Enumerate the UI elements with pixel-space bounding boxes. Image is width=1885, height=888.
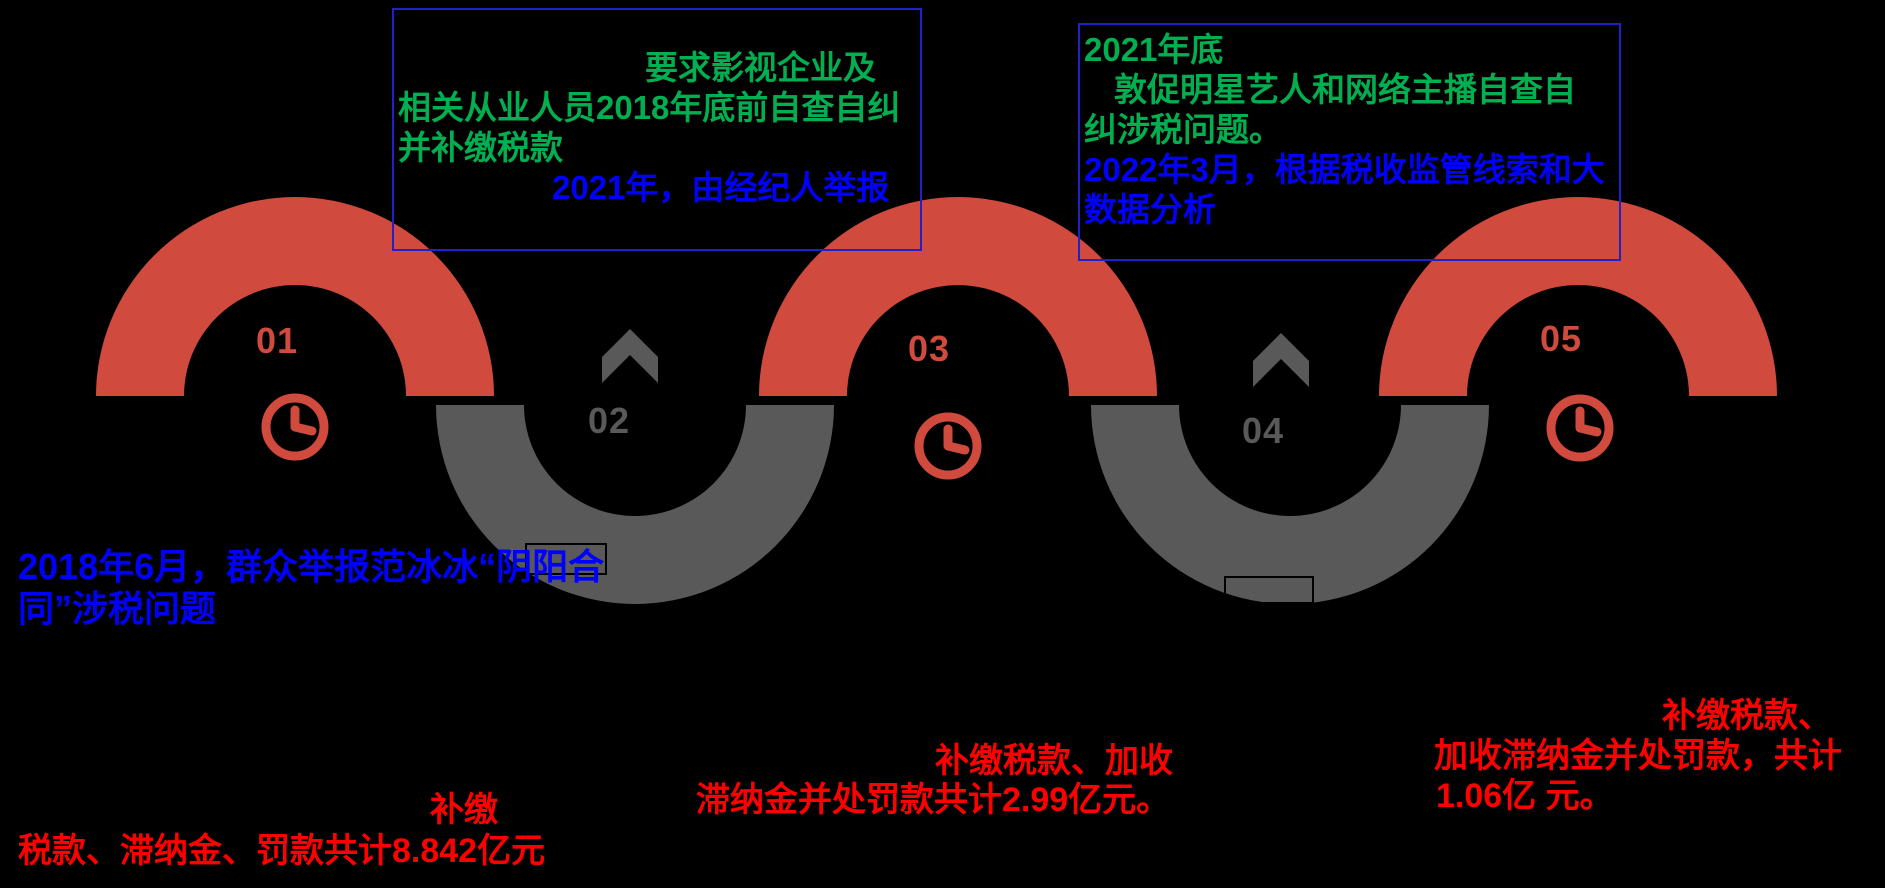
note-step1: 2018年6月，群众举报范冰冰“阴阳合 同”涉税问题 xyxy=(18,546,604,630)
callout-box-2: 2021年底 敦促明星艺人和网络主播自查自 纠涉税问题。 2022年3月，根据税… xyxy=(1078,23,1621,261)
arc-step-03 xyxy=(759,197,1157,396)
note-step1-line-1: 2018年6月，群众举报范冰冰“阴阳合 xyxy=(18,546,605,587)
chevron-up-icon xyxy=(1253,333,1309,387)
chevron-up-icon xyxy=(602,329,658,383)
callout1-green-line-3: 并补缴税款 xyxy=(398,129,563,166)
result-step3-line-1: 补缴税款、加收 xyxy=(935,742,1173,780)
step-number-04: 04 xyxy=(1242,410,1285,451)
result-step5-line-3: 1.06亿 元。 xyxy=(1436,777,1614,815)
callout-box-1: 要求影视企业及 相关从业人员2018年底前自查自纠 并补缴税款 2021年，由经… xyxy=(392,8,922,251)
callout1-green-line-2: 相关从业人员2018年底前自查自纠 xyxy=(398,89,901,126)
arc-step-01 xyxy=(96,197,494,396)
step-number-03: 03 xyxy=(908,328,951,369)
step-number-05: 05 xyxy=(1540,318,1583,359)
callout2-blue-line-1: 2022年3月，根据税收监管线索和大 xyxy=(1084,151,1605,188)
callout2-green-line-1: 2021年底 xyxy=(1084,31,1224,68)
arc-step-05 xyxy=(1379,197,1777,396)
arc-step-02 xyxy=(436,405,834,604)
callout2-green-line-3: 纠涉税问题。 xyxy=(1084,111,1282,148)
artifact-rectangle-1 xyxy=(525,543,607,575)
clock-icon xyxy=(1546,394,1614,462)
callout1-green-line-1: 要求影视企业及 xyxy=(645,49,876,86)
note-step1-line-2: 同”涉税问题 xyxy=(18,588,217,629)
callout2-green-line-2: 敦促明星艺人和网络主播自查自 xyxy=(1114,71,1576,108)
step-number-01: 01 xyxy=(256,320,299,361)
artifact-rectangle-2 xyxy=(1224,576,1314,604)
callout1-blue-line: 2021年，由经纪人举报 xyxy=(552,169,890,206)
result-step3-line-2: 滞纳金并处罚款共计2.99亿元。 xyxy=(696,781,1171,819)
result-step5-line-2: 加收滞纳金并处罚款，共计 xyxy=(1434,737,1842,775)
arc-step-04 xyxy=(1091,405,1489,604)
clock-icon xyxy=(914,412,982,480)
callout2-blue-line-2: 数据分析 xyxy=(1084,191,1216,228)
result-step5-line-1: 补缴税款、 xyxy=(1662,697,1832,735)
step-number-02: 02 xyxy=(588,400,631,441)
result-step1-line-2: 税款、滞纳金、罚款共计8.842亿元 xyxy=(18,832,546,870)
clock-icon xyxy=(261,393,329,461)
result-step1-line-1: 补缴 xyxy=(430,791,498,829)
